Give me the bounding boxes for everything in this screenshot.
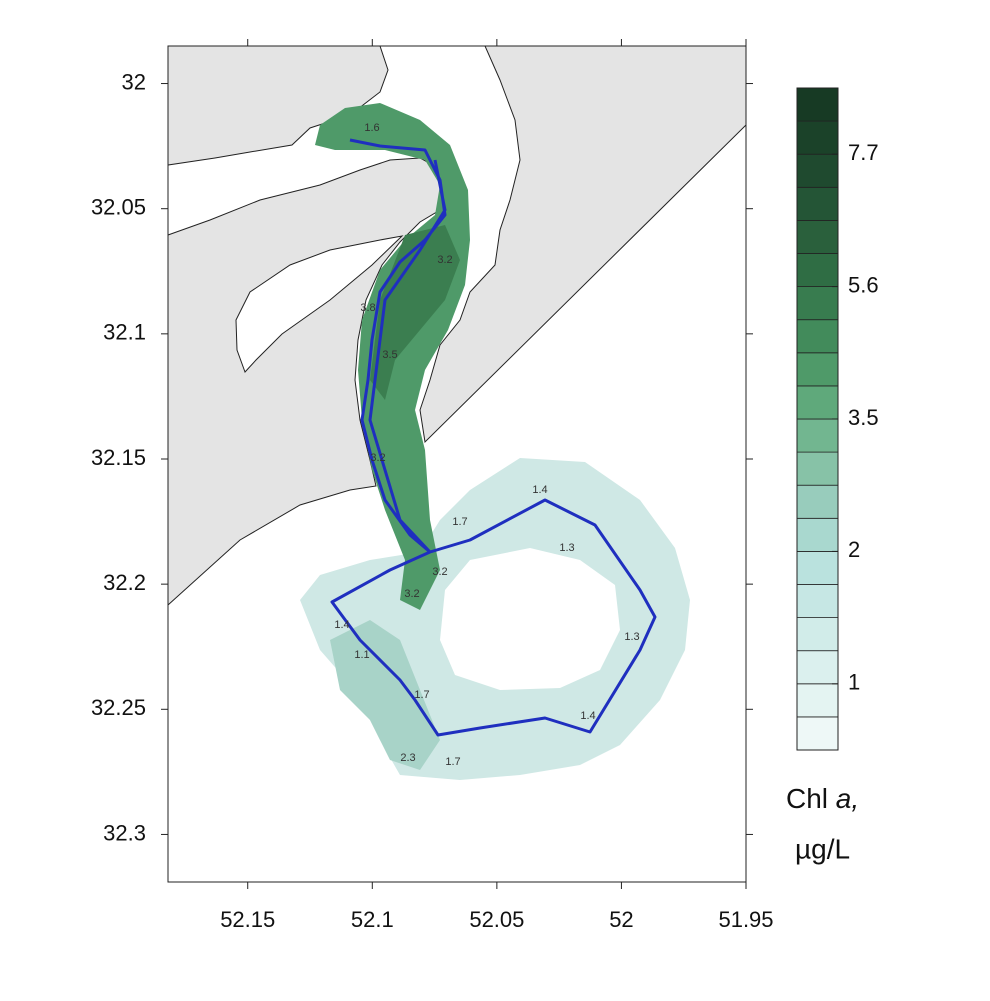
land-north-west bbox=[167, 45, 389, 166]
x-tick-label: 52 bbox=[609, 907, 633, 932]
colorbar-band bbox=[796, 153, 839, 188]
contour-label: 1.7 bbox=[452, 516, 467, 528]
colorbar-band bbox=[796, 219, 839, 254]
colorbar-band bbox=[796, 683, 839, 718]
contour-label: 2.3 bbox=[400, 752, 415, 764]
colorbar-band bbox=[796, 716, 839, 751]
colorbar-band bbox=[796, 385, 839, 420]
colorbar-band bbox=[796, 186, 839, 221]
colorbar-tick-label: 1 bbox=[848, 670, 860, 695]
x-tick-label: 51.95 bbox=[718, 907, 773, 932]
colorbar-band bbox=[796, 484, 839, 519]
colorbar-band bbox=[796, 584, 839, 618]
contour-label: 1.3 bbox=[559, 542, 574, 554]
colorbar-band bbox=[796, 120, 839, 155]
colorbar-tick-label: 2 bbox=[848, 537, 860, 562]
contour-label: 1.7 bbox=[445, 756, 460, 768]
field-south-west bbox=[330, 620, 440, 770]
land bbox=[167, 45, 747, 607]
colorbar-label-text: Chl bbox=[786, 783, 828, 814]
y-tick-label: 32.15 bbox=[91, 445, 146, 470]
bay bbox=[235, 235, 404, 373]
contour-label: 3.2 bbox=[404, 588, 419, 600]
colorbar-label-italic: a, bbox=[836, 783, 859, 814]
x-tick-label: 52.05 bbox=[469, 907, 524, 932]
contour-label: 1.4 bbox=[334, 619, 349, 631]
colorbar-band bbox=[796, 319, 839, 354]
contour-label: 3.2 bbox=[370, 452, 385, 464]
colorbar-band bbox=[796, 650, 839, 685]
survey-track bbox=[330, 138, 657, 737]
field-channel-core bbox=[370, 225, 460, 400]
colorbar-band bbox=[796, 451, 839, 486]
colorbar-band bbox=[796, 286, 839, 321]
x-tick-label: 52.1 bbox=[351, 907, 394, 932]
colorbar-band bbox=[796, 551, 839, 585]
contour-label: 1.3 bbox=[624, 631, 639, 643]
colorbar-band bbox=[796, 87, 839, 122]
y-tick-label: 32.2 bbox=[103, 570, 146, 595]
contour-label: 3.2 bbox=[437, 254, 452, 266]
plot-frame bbox=[167, 45, 747, 883]
x-tick-label: 52.15 bbox=[220, 907, 275, 932]
contour-label: 1.1 bbox=[354, 649, 369, 661]
contour-label: 1.4 bbox=[532, 484, 547, 496]
contour-label: 1.6 bbox=[364, 122, 379, 134]
colorbar-unit: µg/L bbox=[795, 833, 850, 864]
y-tick-label: 32.1 bbox=[103, 320, 146, 345]
colorbar-tick-label: 7.7 bbox=[848, 140, 879, 165]
y-tick-label: 32 bbox=[122, 69, 146, 94]
colorbar-tick-label: 5.6 bbox=[848, 272, 879, 297]
contour-label: 1.4 bbox=[580, 710, 595, 722]
y-tick-label: 32.05 bbox=[91, 195, 146, 220]
colorbar-band bbox=[796, 418, 839, 453]
y-tick-label: 32.25 bbox=[91, 695, 146, 720]
colorbar-label: Chl a, bbox=[786, 783, 859, 814]
colorbar-band bbox=[796, 517, 839, 552]
colorbar-tick-label: 3.5 bbox=[848, 405, 879, 430]
y-tick-label: 32.3 bbox=[103, 820, 146, 845]
colorbar bbox=[796, 87, 839, 751]
colorbar-band bbox=[796, 352, 839, 387]
land-south-west bbox=[167, 157, 446, 607]
contour-label: 3.8 bbox=[360, 302, 375, 314]
land-east bbox=[419, 45, 747, 444]
contour-label: 3.2 bbox=[432, 566, 447, 578]
colorbar-band bbox=[796, 617, 839, 652]
contour-label: 1.7 bbox=[414, 689, 429, 701]
colorbar-band bbox=[796, 253, 839, 287]
contour-label: 3.5 bbox=[382, 349, 397, 361]
